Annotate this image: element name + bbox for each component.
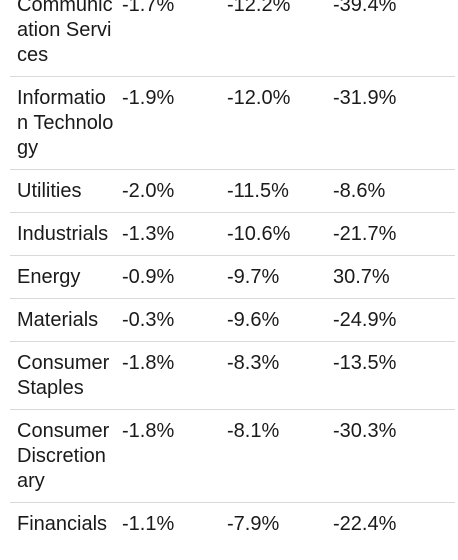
value-cell: -0.3%: [117, 298, 222, 342]
value-cell: -21.7%: [328, 212, 455, 256]
sector-name: Consumer Discretionary: [10, 409, 117, 503]
value-cell: -12.2%: [222, 0, 328, 77]
value-cell: -2.0%: [117, 169, 222, 213]
value-cell: -22.4%: [333, 513, 397, 535]
sector-table: Communication Services -1.7% -12.2% -39.…: [10, 0, 455, 545]
sector-name: Materials: [10, 298, 117, 342]
value-cell: -31.9%: [328, 76, 455, 170]
sector-name: Financials: [17, 513, 108, 535]
value-cell: -8.1%: [222, 409, 328, 503]
sector-name: Communication Services: [10, 0, 117, 77]
table-row: Utilities -2.0% -11.5% -8.6%: [10, 169, 455, 213]
table-row: Information Technology -1.9% -12.0% -31.…: [10, 76, 455, 170]
table-row: Materials -0.3% -9.6% -24.9%: [10, 298, 455, 342]
sector-name: Industrials: [10, 212, 117, 256]
value-cell: -1.3%: [117, 212, 222, 256]
sector-name: Energy: [10, 255, 117, 299]
value-cell: -10.6%: [222, 212, 328, 256]
value-cell: -7.9%: [227, 513, 280, 535]
value-cell: -13.5%: [328, 341, 455, 410]
table-row: Consumer Discretionary -1.8% -8.1% -30.3…: [10, 409, 455, 503]
value-cell: -0.9%: [117, 255, 222, 299]
value-cell: -11.5%: [222, 169, 328, 213]
value-cell: -1.8%: [117, 341, 222, 410]
value-cell: -39.4%: [328, 0, 455, 77]
value-cell: -9.7%: [222, 255, 328, 299]
value-cell: -12.0%: [222, 76, 328, 170]
table-row: Energy -0.9% -9.7% 30.7%: [10, 255, 455, 299]
sector-name: Consumer Staples: [10, 341, 117, 410]
sector-name: Information Technology: [10, 76, 117, 170]
table-row: Communication Services -1.7% -12.2% -39.…: [10, 0, 455, 77]
value-cell: -30.3%: [328, 409, 455, 503]
value-cell: -1.1%: [122, 513, 175, 535]
value-cell: -8.6%: [328, 169, 455, 213]
table-row: Consumer Staples -1.8% -8.3% -13.5%: [10, 341, 455, 410]
value-cell: -24.9%: [328, 298, 455, 342]
value-cell: -9.6%: [222, 298, 328, 342]
value-cell: -1.9%: [117, 76, 222, 170]
value-cell: -1.7%: [117, 0, 222, 77]
sector-performance-table: Communication Services -1.7% -12.2% -39.…: [10, 0, 455, 545]
value-cell: -8.3%: [222, 341, 328, 410]
table-row: Financials -1.1% -7.9% -22.4%: [10, 503, 455, 546]
table-row: Industrials -1.3% -10.6% -21.7%: [10, 212, 455, 256]
value-cell: -1.8%: [117, 409, 222, 503]
sector-name: Utilities: [10, 169, 117, 213]
value-cell: 30.7%: [328, 255, 455, 299]
